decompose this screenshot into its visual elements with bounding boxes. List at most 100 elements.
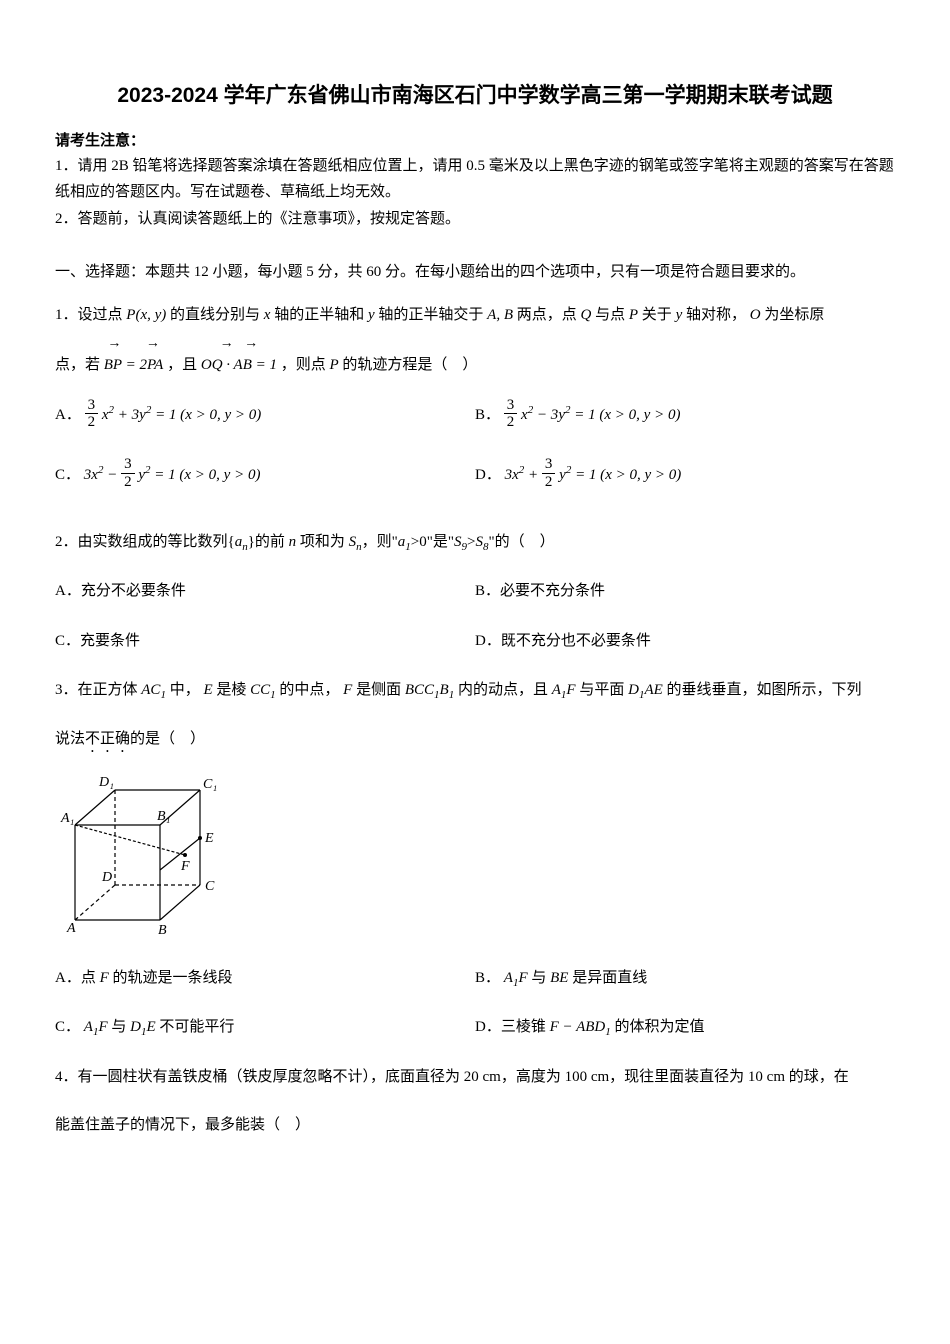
q3-optC-text: C． <box>55 1019 80 1035</box>
q3-text: 中， <box>170 682 200 698</box>
q1-text: 轴的正半轴交于 <box>378 307 483 323</box>
q1-text: 点，若 <box>55 357 100 373</box>
q3-optC: C． A1F 与 D1E 不可能平行 <box>55 1009 475 1047</box>
q1-optA: A． 32 x2 + 3y2 = 1 (x > 0, y > 0) <box>55 397 475 435</box>
q2-s8: S8 <box>475 534 488 550</box>
q3-options-cd: C． A1F 与 D1E 不可能平行 D．三棱锥 F − ABD1 的体积为定值 <box>55 1009 895 1047</box>
q3-d1ae: D1AE <box>628 682 663 698</box>
q3-fabd1: F − ABD1 <box>550 1019 611 1035</box>
q1-text: 两点，点 <box>517 307 577 323</box>
q3-text: 是棱 <box>216 682 246 698</box>
opt-label: B． <box>475 407 500 423</box>
q2-an: an <box>235 534 248 550</box>
q2-optA: A．充分不必要条件 <box>55 573 475 611</box>
q1-text: ，且 <box>167 357 197 373</box>
question-4: 4．有一圆柱状有盖铁皮桶（铁皮厚度忽略不计），底面直径为 20 cm，高度为 1… <box>55 1059 895 1095</box>
q4-text: cm 的球，在 <box>767 1069 849 1085</box>
q1-x: x <box>264 307 271 323</box>
q1-text: 轴的正半轴和 <box>274 307 364 323</box>
q1-text: 1．设过点 <box>55 307 123 323</box>
q1-text: 为坐标原 <box>764 307 824 323</box>
opt-label: A． <box>55 407 81 423</box>
q2-s9: S9 <box>454 534 467 550</box>
q4-text: cm，高度为 <box>483 1069 561 1085</box>
q2-text: "的（ ） <box>488 534 554 550</box>
q3-ac1: AC1 <box>141 682 166 698</box>
notice-item-2: 2．答题前，认真阅读答题纸上的《注意事项》，按规定答题。 <box>55 207 895 233</box>
q3-text: 的垂线垂直，如图所示，下列 <box>667 682 862 698</box>
q4-20: 20 <box>464 1069 479 1085</box>
q3-optC-text: 不可能平行 <box>159 1019 234 1035</box>
q3-f-opt: F <box>100 970 113 986</box>
q1-optD: D． 3x2 + 32 y2 = 1 (x > 0, y > 0) <box>475 457 895 495</box>
q2-sn: Sn <box>349 534 362 550</box>
frac: 32 <box>85 397 99 431</box>
q2-optC: C．充要条件 <box>55 623 475 661</box>
q1-text: ，则点 <box>281 357 326 373</box>
q3-optB-text: B． <box>475 970 500 986</box>
question-1-cont: 点，若 → →BP = 2PA ，且 → →OQ · AB = 1 ，则点 P … <box>55 347 895 383</box>
frac: 32 <box>121 456 135 490</box>
q1-o: O <box>750 307 761 323</box>
q2-a1: a1 <box>398 534 411 550</box>
q2-text: }的前 <box>248 534 285 550</box>
formula: y2 = 1 (x > 0, y > 0) <box>138 467 260 483</box>
q3-optD: D．三棱锥 F − ABD1 的体积为定值 <box>475 1009 895 1047</box>
q3-optA: A．点 F 的轨迹是一条线段 <box>55 960 475 998</box>
formula: x2 + 3y2 = 1 (x > 0, y > 0) <box>102 407 261 423</box>
formula: x2 − 3y2 = 1 (x > 0, y > 0) <box>521 407 680 423</box>
q1-y: y <box>368 307 375 323</box>
q2-options-ab: A．充分不必要条件 B．必要不充分条件 <box>55 573 895 611</box>
label-A1: A₁ <box>60 811 74 826</box>
q4-text: 能盖住盖子的情况下，最多能装（ ） <box>55 1117 310 1133</box>
q1-options-ab: A． 32 x2 + 3y2 = 1 (x > 0, y > 0) B． 32 … <box>55 397 895 435</box>
q1-y2: y <box>676 307 683 323</box>
formula: y2 = 1 (x > 0, y > 0) <box>559 467 681 483</box>
q1-vec-oq: → →OQ · AB = 1 <box>201 347 277 383</box>
question-3-cont: 说法不正确的是（ ） <box>55 723 895 756</box>
q2-text: ，则" <box>362 534 398 550</box>
q3-text: 内的动点，且 <box>458 682 548 698</box>
q1-options-cd: C． 3x2 − 32 y2 = 1 (x > 0, y > 0) D． 3x2… <box>55 457 895 495</box>
q3-text: 说法 <box>55 731 85 747</box>
q3-optB-text: 是异面直线 <box>572 970 647 986</box>
q3-be: BE <box>550 970 572 986</box>
q4-100: 100 <box>565 1069 588 1085</box>
label-E: E <box>204 831 214 846</box>
q3-cc1: CC1 <box>250 682 276 698</box>
q3-optB-text: 与 <box>531 970 546 986</box>
q3-a1f-opt: A1F <box>504 970 528 986</box>
q3-f: F <box>343 682 352 698</box>
q3-optA-text: A．点 <box>55 970 96 986</box>
q2-options-cd: C．充要条件 D．既不充分也不必要条件 <box>55 623 895 661</box>
q3-optC-text: 与 <box>111 1019 126 1035</box>
opt-label: C． <box>55 467 80 483</box>
frac: 32 <box>504 397 518 431</box>
q1-text: 的直线分别与 <box>170 307 260 323</box>
q2-text: 2．由实数组成的等比数列{ <box>55 534 235 550</box>
q3-text: 与平面 <box>579 682 624 698</box>
label-C1: C₁ <box>203 777 217 792</box>
q2-optB: B．必要不充分条件 <box>475 573 895 611</box>
q1-text: 轴对称， <box>686 307 746 323</box>
q1-p: P <box>629 307 638 323</box>
q3-text: 的是（ ） <box>130 731 205 747</box>
question-4-cont: 能盖住盖子的情况下，最多能装（ ） <box>55 1109 895 1142</box>
q1-vec-bp: → →BP = 2PA <box>104 347 164 383</box>
q2-optD: D．既不充分也不必要条件 <box>475 623 895 661</box>
q4-10: 10 <box>748 1069 763 1085</box>
label-F: F <box>180 859 190 874</box>
notice-heading: 请考生注意： <box>55 130 895 153</box>
q3-optD-text: D．三棱锥 <box>475 1019 546 1035</box>
q3-text: 3．在正方体 <box>55 682 138 698</box>
q3-text: 的中点， <box>279 682 339 698</box>
q3-options-ab: A．点 F 的轨迹是一条线段 B． A1F 与 BE 是异面直线 <box>55 960 895 998</box>
label-B1: B₁ <box>157 809 170 824</box>
q1-p2: P <box>330 357 339 373</box>
q2-n: n <box>289 534 300 550</box>
q3-text: 是侧面 <box>356 682 401 698</box>
notice-item-1: 1．请用 2B 铅笔将选择题答案涂填在答题纸相应位置上，请用 0.5 毫米及以上… <box>55 154 895 205</box>
q3-optB: B． A1F 与 BE 是异面直线 <box>475 960 895 998</box>
q3-bcc1b1: BCC1B1 <box>405 682 454 698</box>
formula: 3x2 − <box>84 467 121 483</box>
